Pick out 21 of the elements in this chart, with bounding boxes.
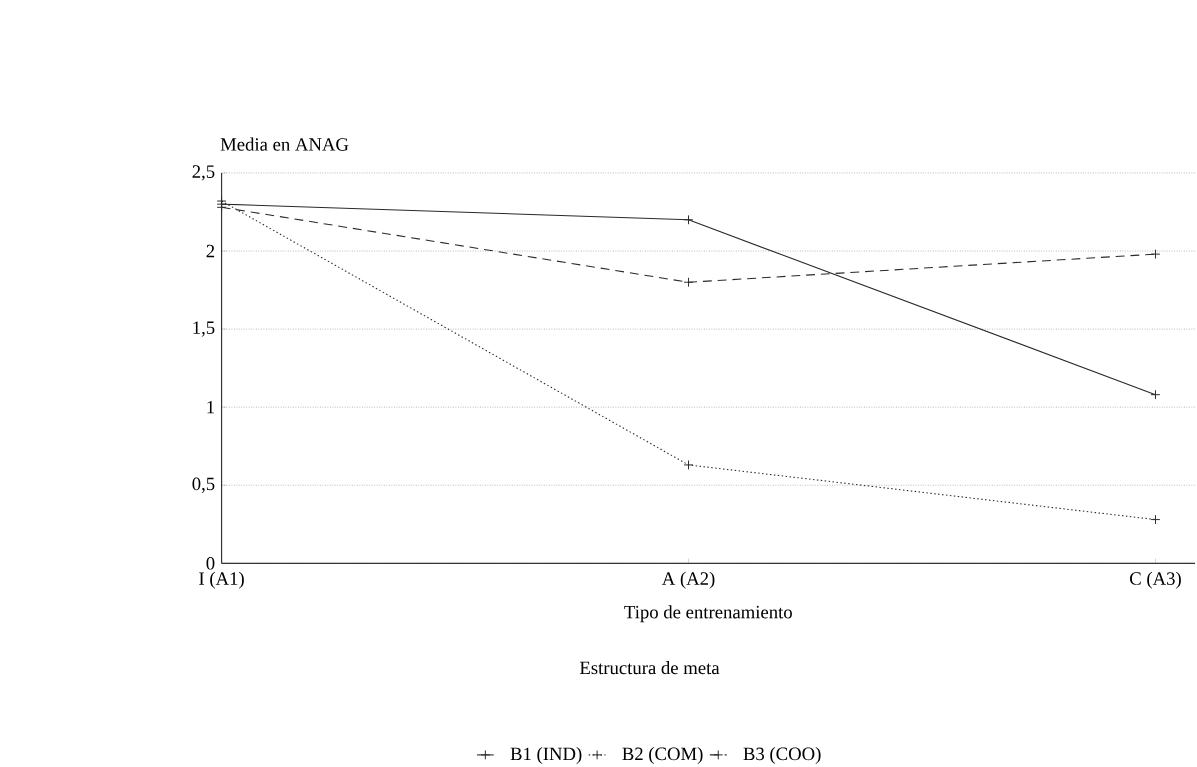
y-axis-title: Media en ANAG xyxy=(220,137,349,151)
legend-label: B1 (IND) xyxy=(510,747,582,765)
point xyxy=(1150,514,1161,525)
y-tick-label: 0,5 xyxy=(192,477,215,494)
point xyxy=(683,214,694,225)
y-tick-label: 2,5 xyxy=(192,165,215,181)
point xyxy=(683,460,694,470)
y-tick-label: 1 xyxy=(207,401,215,414)
y-tick-label: 0 xyxy=(206,557,215,570)
legend-title: Estructura de meta xyxy=(579,661,720,675)
x-tick-label: A (A2) xyxy=(661,571,715,589)
legend-label: B3 (COO) xyxy=(743,747,821,765)
point xyxy=(683,277,694,288)
legend-label: B2 (COM) xyxy=(622,747,703,765)
x-tick-label: C (A3) xyxy=(1130,571,1181,589)
point xyxy=(1150,249,1161,260)
y-tick-label: 2 xyxy=(206,244,215,258)
point xyxy=(1150,389,1161,400)
x-axis-title: Tipo de entrenamiento xyxy=(624,605,792,623)
x-tick-label: I (A1) xyxy=(199,571,244,589)
y-tick-label: 1,5 xyxy=(193,321,215,337)
